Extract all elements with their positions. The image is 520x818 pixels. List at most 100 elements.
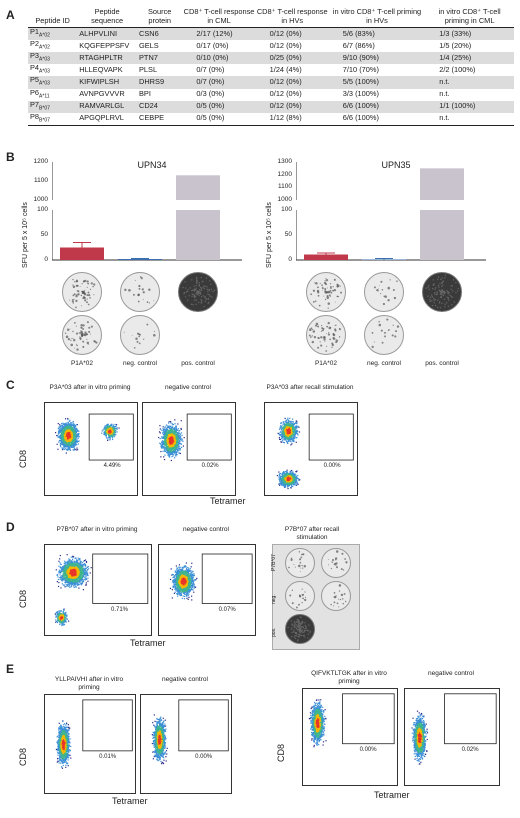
table-row: P2A*02 KQGFEPPSFV GELS 0/17 (0%) 0/12 (0%) 6/… [28,39,514,52]
gate-percentage: 4.49% [103,463,121,470]
cell-priming-cml: n.t. [439,89,450,99]
gate-percentage: 0.02% [461,746,479,753]
peptide-id-text: P2 [30,39,40,49]
panel-d-label: D [6,520,15,534]
cell-response-cml: 0/3 (0%) [196,89,225,99]
flow-cytometry-plot [264,402,358,496]
gate-percentage: 0.02% [201,463,219,470]
flow-cytometry-plot [140,694,232,794]
chart-title: UPN34 [137,160,167,170]
elispot-well [62,272,102,312]
cell-response-cml: 0/7 (0%) [196,65,225,75]
tetramer-gate [88,413,134,461]
peptide-id-text: P8 [30,111,40,121]
tetramer-gate [342,693,395,745]
table-row: P4A*03 HLLEQVAPK PLSL 0/7 (0%) 1/24 (4%) 7/10… [28,64,514,76]
cell-response-hv: 1/24 (4%) [269,65,302,75]
plot-title: negative control [162,676,208,683]
y-axis-label: CD8 [18,589,28,608]
cell-priming-hv: 5/6 (83%) [328,27,426,41]
elispot-well [178,272,218,312]
table-row: P1A*02 ALHPVLINI CSN6 2/17 (12%) 0/12 (0%) 5/… [28,27,514,41]
elispot-well [285,548,315,578]
elispot-well [306,272,346,312]
cell-sequence: ALHPVLINI [77,27,137,41]
bar-x-label: P1A*02 [314,360,338,367]
cell-response-cml: 0/7 (0%) [182,76,256,89]
elispot-bar-chart [52,162,242,261]
elispot-well [120,272,160,312]
y-axis-label: CD8 [276,743,286,762]
cell-priming-cml: 1/4 (25%) [425,52,514,65]
allele-subscript: A*03 [39,80,50,87]
cell-response-cml: 0/17 (0%) [196,40,229,50]
elispot-well [285,614,315,644]
elispot-well [364,272,404,312]
plot-title: YLLPAIVHI after in vitro priming [54,676,124,691]
cell-priming-hv: 5/5 (100%) [328,76,426,89]
cell-protein: CSN6 [137,27,183,41]
bar [118,259,162,260]
cell-peptide-id: P6A*11 [28,88,77,101]
cell-priming-hv: 6/6 (100%) [328,112,426,126]
x-axis-label: Tetramer [210,496,246,506]
well-row-label: pos. [271,627,277,637]
peptide-id-text: P1 [30,27,40,37]
gate-percentage: 0.71% [110,606,128,613]
cell-priming-cml: 1/1 (100%) [425,100,514,113]
cell-response-cml: 2/17 (12%) [182,27,256,41]
cell-priming-cml: n.t. [425,76,514,89]
flow-cytometry-plot [44,402,138,496]
cell-protein: BPI [139,89,151,99]
tetramer-gate [308,413,354,461]
cell-response-hv: 0/12 (0%) [255,27,329,41]
y-axis-label: CD8 [18,747,28,766]
cell-response-cml: 0/5 (0%) [182,112,256,126]
cell-sequence: KQGFEPPSFV [79,40,130,50]
allele-subscript: A*03 [39,56,50,63]
bar [362,259,406,260]
y-tick-label: 100 [37,206,48,213]
bar-x-label: neg. control [123,360,157,367]
bar-x-label: P1A*02 [70,360,94,367]
y-tick-label: 1100 [278,183,292,191]
allele-subscript: B*07 [39,117,50,124]
y-tick-label: 1000 [277,196,292,203]
cell-sequence: AVNPGVVVR [79,89,125,99]
flow-cytometry-plot [302,688,398,786]
tetramer-gate [201,553,253,604]
well-panel-title: P7B*07 after recall stimulation [284,526,340,541]
col-priming-hv: in vitro CD8⁺ T-cell priming in HVs [328,6,426,29]
elispot-well [321,548,351,578]
well-row-label: neg. [271,594,277,604]
allele-subscript: A*02 [39,32,50,39]
bar [60,247,104,260]
cell-response-hv: 0/12 (0%) [269,40,302,50]
cell-peptide-id: P7B*07 [28,100,78,113]
col-response-hv: CD8⁺ T-cell response in HVs [255,6,329,29]
cell-response-hv: 0/25 (0%) [255,52,329,65]
flow-cytometry-plot [158,544,256,636]
table-row: P8B*07 APGQPLRVL CEBPE 0/5 (0%) 1/12 (8%) 6/6… [28,111,514,126]
y-axis-label: CD8 [18,449,28,468]
cell-priming-hv: 9/10 (90%) [328,52,426,65]
bar-upper [420,168,464,200]
plot-title: P7B*07 after in vitro priming [56,526,138,533]
allele-subscript: A*02 [39,44,50,51]
panel-e-label: E [6,662,15,676]
cell-response-cml: 0/5 (0%) [182,100,256,113]
panel-c-flow: P3A*03 after in vitro priming 4.49% negati… [0,378,520,513]
tetramer-gate [178,699,229,752]
elispot-well [62,315,102,355]
gate-percentage: 0.00% [323,463,341,470]
y-tick-label: 1100 [34,177,48,184]
table-row: P5A*03 KIFWIPLSH DHRS9 0/7 (0%) 0/12 (0%) 5/5… [28,76,514,89]
cell-peptide-id: P8B*07 [28,111,78,126]
x-axis-label: Tetramer [130,638,166,648]
plot-title: negative control [165,384,211,391]
cell-response-hv: 0/12 (0%) [255,76,329,89]
x-axis-label: Tetramer [112,796,148,806]
elispot-bar-chart [296,162,486,261]
plot-title: QIFVKTLTGK after in vitro priming [311,670,387,685]
tetramer-gate [444,693,497,745]
